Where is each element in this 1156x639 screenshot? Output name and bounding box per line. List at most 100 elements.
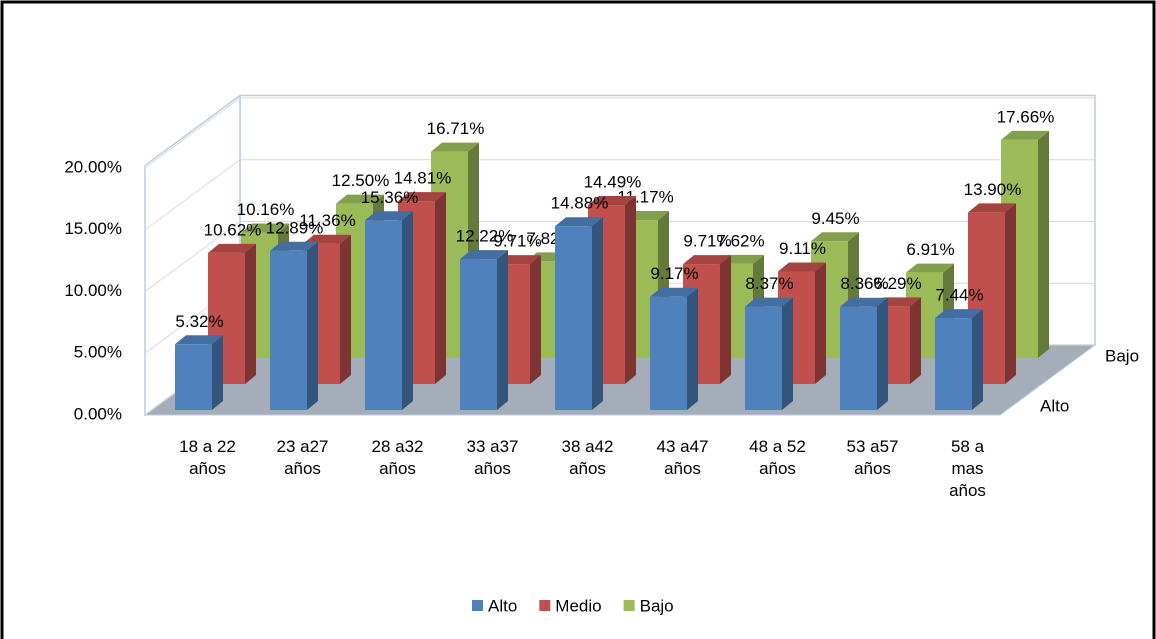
bar-top [683,255,731,265]
bar-side [625,196,636,384]
bar-side [212,335,223,410]
x-tick-label: 18 a 22 años [179,437,236,478]
bar-top [208,243,256,253]
x-tick-label: 23 a27 años [276,437,329,478]
data-label: 15.36% [361,188,419,207]
bar-top [175,335,223,345]
data-label: 9.71% [683,232,731,251]
x-tick-label: 58 a mas años [949,437,986,500]
data-label: 9.71% [493,232,541,251]
bar-top [460,250,508,260]
x-tick-label: 28 a32 años [371,437,424,478]
data-label: 12.22% [456,227,514,246]
data-label: 5.32% [175,312,223,331]
x-tick-label: 38 a42 años [561,437,614,478]
bar-top [241,223,289,233]
bar-top [270,241,318,251]
y-tick-label: 20.00% [64,157,122,176]
bar-top [431,142,479,152]
bar-top [840,297,888,307]
legend-label: Bajo [640,596,674,615]
data-label: 8.36% [840,274,888,293]
bar [935,318,972,410]
bar [840,306,877,410]
y-tick-label: 0.00% [74,404,122,423]
bar-side [1005,203,1016,384]
data-label: 6.29% [873,274,921,293]
data-label: 9.11% [779,239,826,258]
bar-top [365,211,413,221]
bar [555,226,592,410]
bar-top [968,203,1016,213]
y-tick-label: 10.00% [64,281,122,300]
data-label: 17.66% [997,107,1055,126]
data-label: 10.16% [237,200,295,219]
bar-side [910,297,921,384]
bar-side [497,250,508,410]
bar-top [398,192,446,202]
bar-top [811,232,859,242]
data-label: 9.45% [811,209,859,228]
data-label: 16.71% [427,119,485,138]
bar-top [935,309,983,319]
bar-side [307,241,318,410]
depth-label: Alto [1040,396,1069,415]
grid-line [144,221,1095,292]
y-tick-label: 5.00% [74,343,122,362]
data-label: 9.17% [650,264,698,283]
bar-side [877,297,888,410]
bar-top [1001,130,1049,140]
x-tick-label: 48 a 52 años [749,437,806,478]
data-label: 14.81% [394,169,452,188]
bar-top [555,217,603,227]
x-tick-label: 43 a47 años [656,437,709,478]
bar-side [402,211,413,410]
legend-label: Alto [488,596,517,615]
y-tick-label: 15.00% [64,219,122,238]
bar [270,250,307,410]
bar-top [336,194,384,204]
bar-side [530,255,541,384]
bar [650,296,687,410]
bar-top [303,234,351,244]
data-label: 11.36% [299,211,355,230]
data-label: 12.89% [266,218,324,237]
bar-top [778,262,826,272]
bar-side [1038,130,1049,358]
bar-side [815,262,826,384]
bar-side [782,297,793,410]
bar-side [687,287,698,410]
legend-swatch [472,600,483,611]
bar-side [435,192,446,384]
data-label: 7.44% [935,286,983,305]
data-label: 6.91% [906,240,954,259]
grid-line [144,159,1095,231]
legend-swatch [539,600,551,611]
data-label: 10.62% [204,220,262,239]
bar-top [906,263,954,273]
depth-label: Bajo [1105,346,1139,365]
bar-side [245,243,256,384]
data-label: 7.62% [716,231,764,250]
data-label: 14.49% [584,173,642,192]
bar-side [592,217,603,410]
bar [745,306,782,410]
grid-line [144,97,1095,169]
bar [175,344,212,410]
legend-swatch [623,600,635,611]
bar-top [588,196,636,206]
bar-top [650,287,698,297]
bar [460,259,497,410]
bar [365,220,402,410]
x-tick-label: 33 a37 años [466,437,519,478]
bar-side [972,309,983,410]
legend-label: Medio [555,596,601,615]
bar-side [340,234,351,384]
bar-top [745,297,793,307]
bar-side [720,255,731,384]
data-label: 12.50% [332,171,390,190]
data-label: 13.90% [964,180,1022,199]
